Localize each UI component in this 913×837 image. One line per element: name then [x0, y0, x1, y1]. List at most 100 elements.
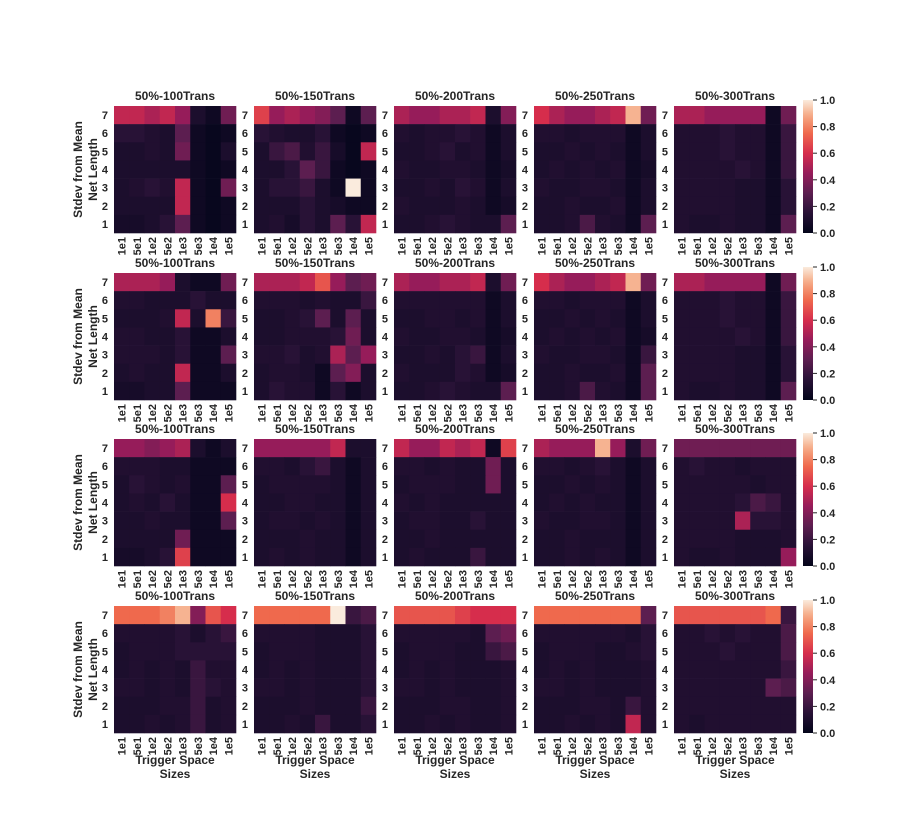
heatmap-cell — [205, 493, 222, 512]
heatmap-cell — [439, 511, 456, 531]
x-tick-label: 1e4 — [208, 569, 220, 588]
heatmap-cell — [500, 475, 517, 494]
y-tick-label: 4 — [242, 332, 249, 344]
x-tick-label: 1e2 — [287, 737, 299, 755]
heatmap-cell — [159, 493, 176, 512]
heatmap-cell — [579, 642, 596, 661]
heatmap-cell — [220, 547, 237, 567]
heatmap-cell — [220, 606, 237, 625]
heatmap-cell — [190, 327, 206, 346]
heatmap-cell — [455, 624, 471, 643]
heatmap-cell — [765, 160, 782, 179]
heatmap-cell — [360, 178, 377, 198]
heatmap-cell — [765, 363, 782, 383]
heatmap-cell — [549, 327, 565, 346]
y-tick-label: 7 — [662, 110, 668, 122]
heatmap-cell — [114, 493, 130, 512]
heatmap-cell — [750, 439, 766, 458]
y-tick-label: 1 — [662, 219, 668, 231]
heatmap-cell — [439, 178, 456, 198]
y-tick-label: 7 — [382, 610, 388, 622]
heatmap-cell — [114, 660, 130, 679]
heatmap-cell — [595, 106, 611, 125]
heatmap-cell — [269, 363, 285, 383]
heatmap-cell — [114, 214, 130, 234]
heatmap-cell — [500, 381, 517, 401]
heatmap-cell — [750, 327, 766, 346]
heatmap-cell — [579, 678, 596, 698]
x-tick-label: 5e2 — [582, 237, 594, 255]
x-tick-label: 5e3 — [613, 237, 625, 255]
heatmap-cell — [330, 606, 346, 625]
heatmap-cell — [254, 196, 270, 216]
heatmap-cell — [159, 547, 176, 567]
x-axis-label: Trigger Space — [415, 753, 495, 767]
x-tick-label: 1e4 — [628, 236, 640, 255]
heatmap-cell — [360, 291, 377, 310]
heatmap-cell — [409, 214, 425, 234]
x-tick-label: 1e2 — [147, 237, 159, 255]
heatmap-cell — [129, 529, 145, 549]
heatmap-cell — [284, 363, 301, 383]
heatmap-cell — [129, 493, 145, 512]
heatmap-cell — [674, 178, 690, 198]
heatmap-cell — [564, 439, 581, 458]
heatmap-cell — [190, 624, 206, 643]
heatmap-cell — [765, 309, 782, 328]
heatmap-cell — [455, 124, 471, 143]
heatmap-cell — [330, 696, 346, 716]
heatmap-cell — [470, 291, 486, 310]
heatmap-cell — [159, 457, 176, 476]
heatmap-cell — [625, 196, 642, 216]
heatmap-cell — [439, 273, 456, 292]
heatmap-cell — [284, 696, 301, 716]
heatmap-cell — [409, 124, 425, 143]
heatmap-cell — [610, 345, 626, 365]
heatmap-cell — [190, 142, 206, 161]
heatmap-cell — [205, 196, 222, 216]
heatmap-cell — [780, 381, 797, 401]
heatmap-cell — [704, 511, 721, 531]
heatmap-cell — [315, 678, 331, 698]
heatmap-cell — [719, 529, 736, 549]
heatmap-cell — [129, 624, 145, 643]
heatmap-cell — [549, 493, 565, 512]
heatmap-cell — [750, 381, 766, 401]
heatmap-cell — [205, 214, 222, 234]
heatmap-cell — [579, 160, 596, 179]
y-tick-label: 2 — [662, 534, 668, 546]
heatmap-cell — [640, 678, 657, 698]
heatmap-cell — [330, 309, 346, 328]
heatmap-cell — [409, 327, 425, 346]
heatmap-cell — [439, 606, 456, 625]
heatmap-cell — [765, 214, 782, 234]
x-tick-label: 1e3 — [458, 404, 470, 422]
heatmap-cell — [129, 327, 145, 346]
panel-title: 50%-150Trans — [275, 89, 355, 103]
heatmap-cell — [394, 291, 410, 310]
x-tick-label: 1e5 — [363, 404, 375, 422]
heatmap-cell — [750, 457, 766, 476]
heatmap-cell — [780, 642, 797, 661]
x-tick-label: 1e1 — [397, 237, 409, 255]
heatmap-cell — [129, 106, 145, 125]
heatmap-cell — [674, 345, 690, 365]
heatmap-cell — [345, 547, 362, 567]
y-tick-label: 1 — [522, 719, 528, 731]
heatmap-cell — [315, 178, 331, 198]
heatmap-cell — [254, 273, 270, 292]
heatmap-cell — [190, 696, 206, 716]
panel-title: 50%-250Trans — [555, 89, 635, 103]
heatmap-cell — [439, 714, 456, 734]
heatmap-cell — [549, 660, 565, 679]
heatmap-cell — [750, 273, 766, 292]
heatmap-cell — [689, 345, 705, 365]
heatmap-cell — [394, 160, 410, 179]
heatmap-cell — [689, 291, 705, 310]
heatmap-cell — [330, 642, 346, 661]
heatmap-cell — [595, 327, 611, 346]
heatmap-cell — [719, 196, 736, 216]
heatmap-cell — [674, 714, 690, 734]
heatmap-cell — [175, 178, 191, 198]
heatmap-cell — [315, 214, 331, 234]
